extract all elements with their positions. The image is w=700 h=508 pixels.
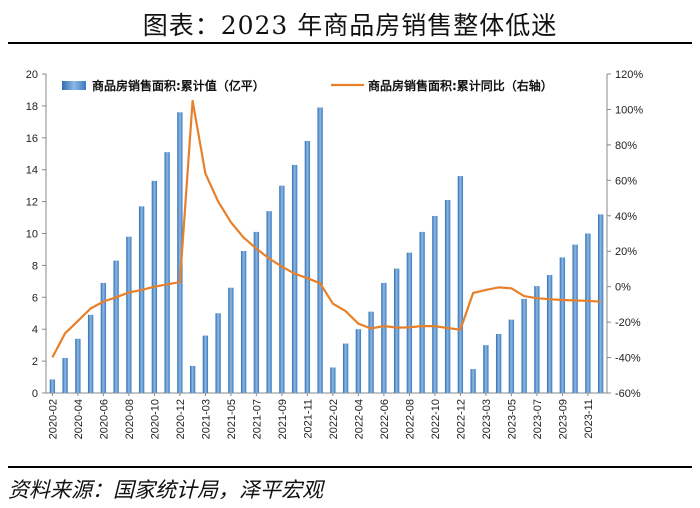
left-tick-label: 10 — [26, 229, 38, 241]
x-tick-label: 2020-02 — [47, 399, 59, 439]
right-tick-label: 120% — [615, 69, 643, 81]
bar — [597, 214, 604, 393]
bar — [253, 231, 260, 393]
bar — [228, 287, 234, 393]
bar — [381, 282, 387, 393]
left-tick-label: 20 — [26, 69, 38, 81]
bar — [317, 107, 323, 394]
left-tick-label: 12 — [26, 197, 38, 209]
left-tick-label: 2 — [32, 356, 38, 368]
x-tick-label: 2023-03 — [481, 399, 493, 439]
x-tick-label: 2022-08 — [404, 399, 416, 439]
bar — [202, 335, 209, 393]
bar — [215, 313, 221, 393]
bar — [585, 233, 591, 393]
bar — [49, 379, 56, 393]
x-tick-label: 2021-09 — [277, 399, 289, 439]
left-tick-label: 8 — [32, 260, 38, 272]
legend-bar-label: 商品房销售面积:累计值（亿平） — [92, 78, 265, 93]
bar — [177, 112, 183, 393]
bar — [406, 252, 413, 393]
x-tick-label: 2021-05 — [226, 399, 238, 439]
bar — [87, 314, 94, 393]
x-tick-label: 2021-11 — [302, 399, 314, 439]
legend-line-label: 商品房销售面积:累计同比（右轴） — [368, 78, 553, 93]
bar — [508, 319, 515, 393]
bar — [189, 365, 196, 393]
right-tick-label: 60% — [615, 175, 637, 187]
bar — [393, 268, 400, 393]
right-tick-label: -40% — [615, 353, 641, 365]
x-tick-label: 2021-03 — [200, 399, 212, 439]
chart-canvas: 0 2 4 6 8 10 12 14 16 18 20 -60% -40% -20% 0% 20% 40% 60%… — [26, 69, 644, 439]
bar — [279, 185, 285, 393]
bar — [457, 176, 464, 393]
left-tick-label: 16 — [26, 133, 38, 145]
bar — [495, 333, 502, 393]
bar — [483, 345, 489, 393]
x-tick-label: 2020-08 — [124, 399, 136, 439]
bar — [546, 274, 553, 393]
bar — [138, 206, 145, 393]
bar — [304, 140, 311, 393]
right-tick-label: 0% — [615, 282, 631, 294]
title-rule — [8, 42, 692, 44]
bar — [62, 357, 68, 393]
bar — [521, 298, 527, 393]
bar — [75, 338, 81, 393]
bar — [559, 257, 566, 393]
x-tick-label: 2022-02 — [328, 399, 340, 439]
bar — [266, 211, 272, 393]
right-tick-label: 80% — [615, 140, 637, 152]
left-tick-label: 0 — [32, 388, 38, 400]
x-tick-label: 2022-06 — [379, 399, 391, 439]
right-tick-label: -60% — [615, 388, 641, 400]
bar — [368, 311, 374, 393]
left-tick-label: 4 — [32, 324, 38, 336]
bar — [444, 200, 451, 393]
left-tick-label: 14 — [26, 165, 38, 177]
right-tick-label: 20% — [615, 246, 637, 258]
x-tick-label: 2021-07 — [251, 399, 263, 439]
bar — [355, 329, 362, 393]
bar — [342, 343, 349, 393]
source-note: 资料来源：国家统计局，泽平宏观 — [8, 478, 323, 502]
bar — [470, 369, 476, 393]
right-tick-label: -20% — [615, 317, 641, 329]
x-tick-label: 2023-11 — [583, 399, 595, 439]
x-tick-label: 2020-12 — [175, 399, 187, 439]
bar — [113, 260, 119, 393]
legend-bar-swatch — [62, 81, 86, 90]
source-rule — [8, 466, 692, 468]
yoy-line — [51, 99, 601, 358]
bar — [534, 286, 540, 393]
x-tick-label: 2023-09 — [557, 399, 569, 439]
bar — [572, 244, 578, 393]
x-tick-label: 2023-07 — [532, 399, 544, 439]
x-tick-label: 2020-06 — [98, 399, 110, 439]
bar — [432, 215, 438, 393]
bar — [164, 152, 170, 393]
right-tick-label: 100% — [615, 104, 643, 116]
x-tick-label: 2022-04 — [353, 399, 365, 439]
bar — [291, 164, 298, 393]
left-tick-label: 6 — [32, 292, 38, 304]
right-tick-label: 40% — [615, 211, 637, 223]
bar — [100, 282, 107, 393]
x-tick-label: 2022-12 — [455, 399, 467, 439]
bar — [419, 231, 425, 393]
x-tick-label: 2022-10 — [430, 399, 442, 439]
bar — [126, 236, 132, 393]
bar — [330, 367, 336, 393]
x-tick-label: 2020-10 — [149, 399, 161, 439]
chart-title: 图表：2023 年商品房销售整体低迷 — [142, 11, 558, 40]
left-tick-label: 18 — [26, 101, 38, 113]
x-tick-label: 2023-05 — [506, 399, 518, 439]
bar — [240, 251, 247, 393]
x-tick-label: 2020-04 — [73, 399, 85, 439]
